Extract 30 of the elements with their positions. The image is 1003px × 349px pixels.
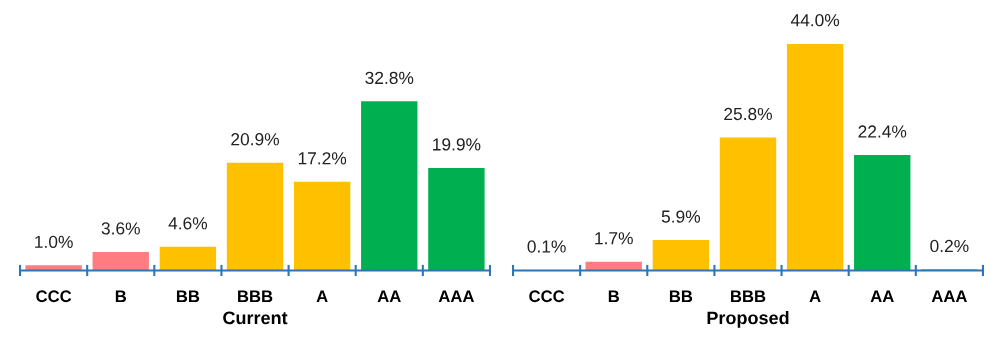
x-tick-label: BBB <box>731 290 766 302</box>
x-tick-label: A <box>316 290 328 302</box>
data-label: 17.2% <box>298 152 347 165</box>
x-tick-label: BBB <box>238 290 273 302</box>
x-tick-label: AAA <box>438 290 475 302</box>
x-tick-label: B <box>608 290 619 302</box>
data-label: 44.0% <box>790 14 840 27</box>
data-label: 32.8% <box>365 71 414 85</box>
data-label: 3.6% <box>101 222 140 235</box>
data-label: 19.9% <box>433 138 481 151</box>
x-axis-title: Proposed <box>707 311 789 328</box>
x-axis-title: Current <box>223 311 288 325</box>
x-tick-label: A <box>809 290 821 302</box>
x-tick-label: AA <box>870 290 894 302</box>
x-tick-label: CCC <box>36 290 72 303</box>
data-label: 22.4% <box>858 125 907 138</box>
x-tick-label: BB <box>176 290 200 302</box>
x-tick-label: AA <box>377 290 401 302</box>
x-tick-label: AAA <box>931 290 967 302</box>
data-label: 4.6% <box>168 217 208 230</box>
x-tick-label: CCC <box>529 290 565 303</box>
data-label: 0.2% <box>930 239 969 253</box>
x-tick-label: B <box>115 290 127 302</box>
data-label: 1.7% <box>595 232 633 245</box>
data-label: 25.8% <box>724 107 772 121</box>
data-label: 5.9% <box>661 210 701 223</box>
x-tick-label: BB <box>669 290 693 302</box>
data-label: 20.9% <box>231 133 280 146</box>
data-label: 1.0% <box>35 235 73 248</box>
data-label: 0.1% <box>527 240 566 253</box>
